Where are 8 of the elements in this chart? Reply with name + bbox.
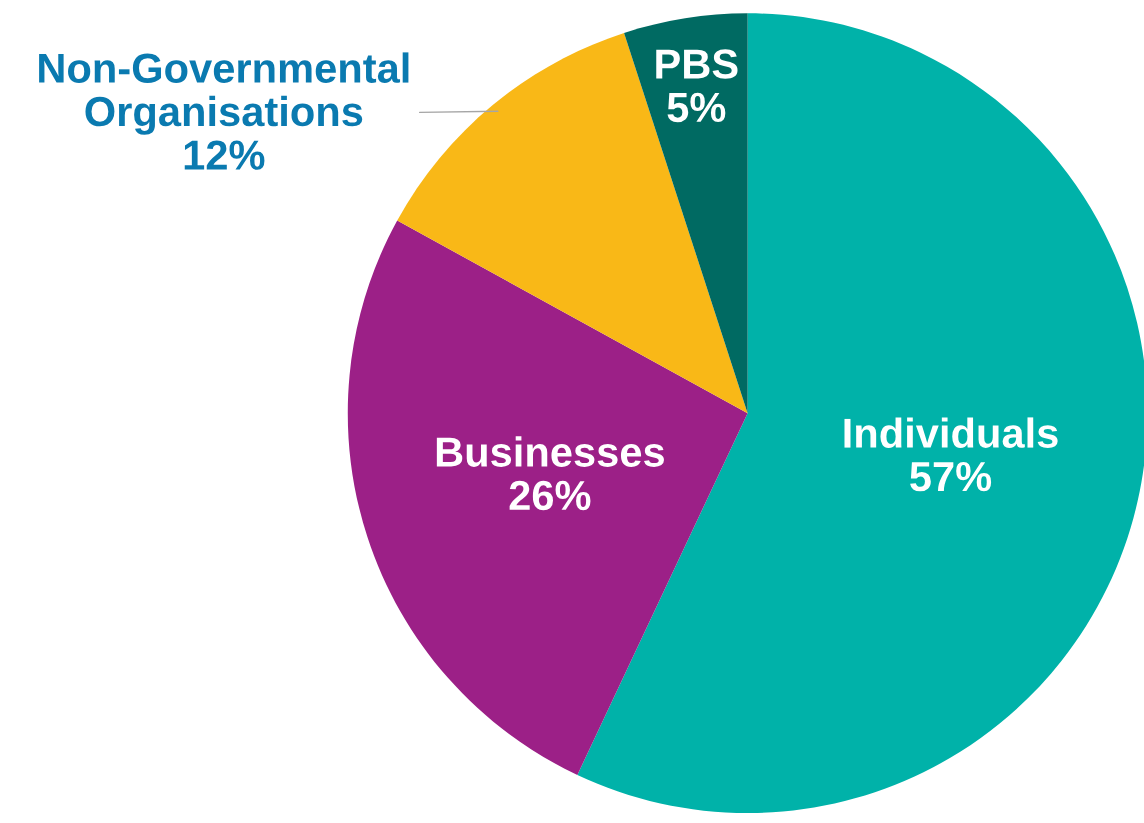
data-label: 26%	[509, 480, 591, 511]
slice-label: Businesses	[436, 436, 664, 467]
slice-label: Individuals	[844, 417, 1058, 448]
slice-label: Non-Governmental Organisations	[39, 52, 409, 135]
slice-label: PBS	[656, 49, 738, 79]
data-label: 12%	[184, 140, 265, 170]
data-label: 57%	[910, 461, 992, 492]
data-label: 5%	[667, 92, 726, 123]
